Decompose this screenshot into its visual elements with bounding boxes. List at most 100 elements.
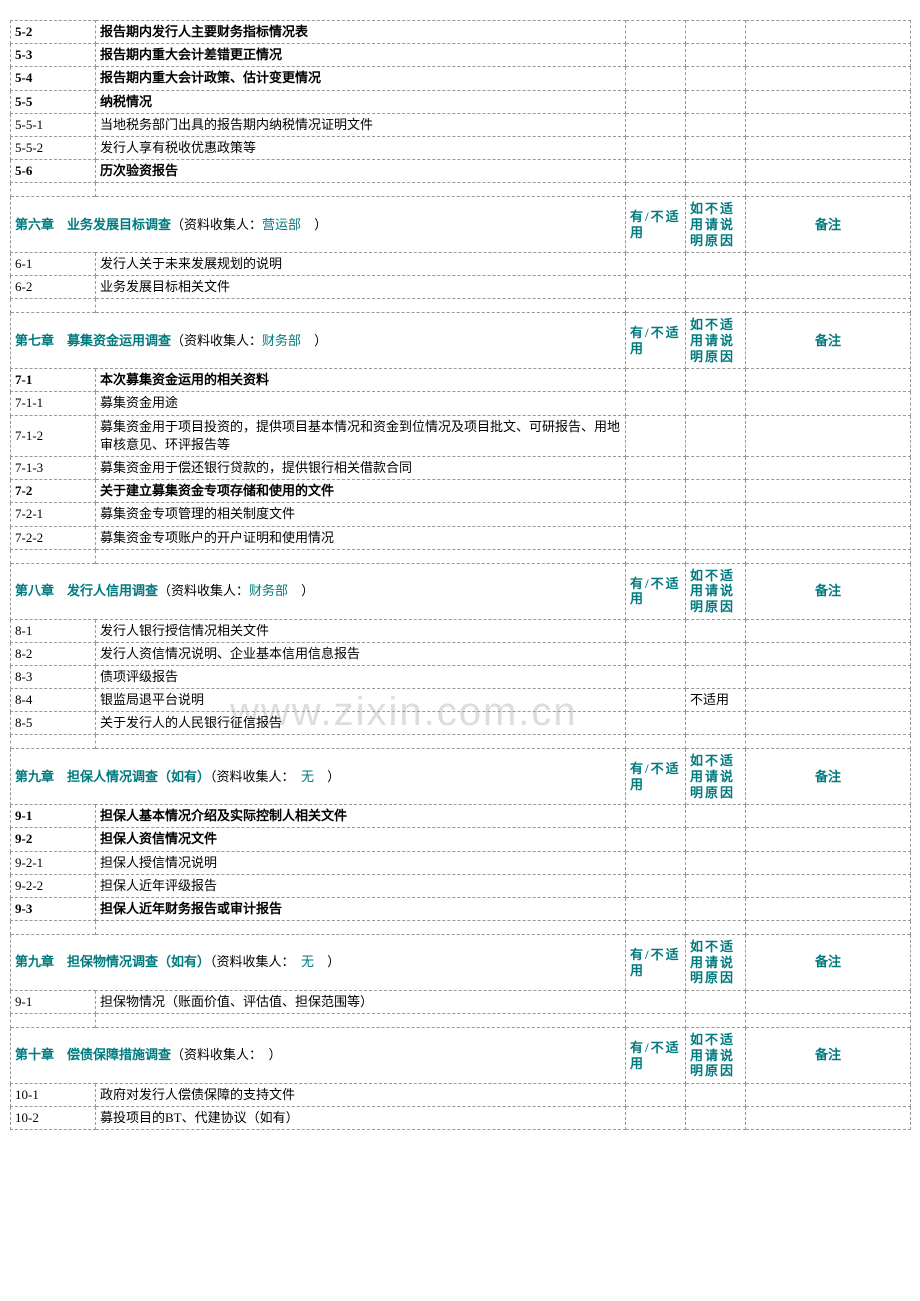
row-code: 5-3	[11, 44, 96, 67]
row-title: 募集资金用途	[96, 392, 626, 415]
chapter-number: 第七章	[15, 333, 67, 348]
chapter-title-cell: 第九章 担保物情况调查（如有）（资料收集人： 无 ）	[11, 935, 626, 991]
row-code: 10-2	[11, 1107, 96, 1130]
row-avail	[626, 851, 686, 874]
row-title: 报告期内发行人主要财务指标情况表	[96, 21, 626, 44]
row-avail	[626, 828, 686, 851]
chapter-number: 第九章	[15, 954, 67, 969]
chapter-title: 担保人情况调查（如有）	[67, 769, 210, 784]
chapter-title: 募集资金运用调查	[67, 333, 171, 348]
row-avail	[626, 619, 686, 642]
chapter-header: 第九章 担保物情况调查（如有）（资料收集人： 无 ）有/不适用如不适用请说明原因…	[11, 935, 911, 991]
spacer-row	[11, 921, 911, 935]
row-code: 7-1-3	[11, 457, 96, 480]
table-row: 9-2-1担保人授信情况说明	[11, 851, 911, 874]
row-avail	[626, 503, 686, 526]
row-code: 9-2-1	[11, 851, 96, 874]
row-code: 5-5-2	[11, 136, 96, 159]
row-avail	[626, 44, 686, 67]
table-row: 7-1-2募集资金用于项目投资的，提供项目基本情况和资金到位情况及项目批文、可研…	[11, 415, 911, 456]
row-avail	[626, 480, 686, 503]
header-reason: 如不适用请说明原因	[686, 197, 746, 253]
table-row: 5-3报告期内重大会计差错更正情况	[11, 44, 911, 67]
row-avail	[626, 1083, 686, 1106]
row-remark	[746, 526, 911, 549]
row-code: 9-1	[11, 990, 96, 1013]
row-code: 7-2-1	[11, 503, 96, 526]
header-avail: 有/不适用	[626, 1028, 686, 1084]
row-avail	[626, 874, 686, 897]
row-remark	[746, 253, 911, 276]
row-title: 本次募集资金运用的相关资料	[96, 369, 626, 392]
row-avail	[626, 526, 686, 549]
chapter-number: 第十章	[15, 1047, 67, 1062]
table-row: 5-2报告期内发行人主要财务指标情况表	[11, 21, 911, 44]
row-title: 报告期内重大会计差错更正情况	[96, 44, 626, 67]
table-row: 7-2-1募集资金专项管理的相关制度文件	[11, 503, 911, 526]
row-remark	[746, 90, 911, 113]
row-avail	[626, 67, 686, 90]
header-remark: 备注	[746, 935, 911, 991]
row-avail	[626, 113, 686, 136]
header-remark: 备注	[746, 1028, 911, 1084]
row-avail	[626, 253, 686, 276]
row-remark	[746, 480, 911, 503]
table-row: 10-1政府对发行人偿债保障的支持文件	[11, 1083, 911, 1106]
header-reason: 如不适用请说明原因	[686, 313, 746, 369]
row-avail	[626, 90, 686, 113]
row-code: 7-1-1	[11, 392, 96, 415]
row-avail	[626, 1107, 686, 1130]
row-code: 5-6	[11, 160, 96, 183]
row-title: 历次验资报告	[96, 160, 626, 183]
row-avail	[626, 160, 686, 183]
header-reason: 如不适用请说明原因	[686, 749, 746, 805]
row-avail	[626, 805, 686, 828]
row-reason	[686, 990, 746, 1013]
row-remark	[746, 1107, 911, 1130]
header-avail: 有/不适用	[626, 935, 686, 991]
table-row: 9-2担保人资信情况文件	[11, 828, 911, 851]
chapter-title: 担保物情况调查（如有）	[67, 954, 210, 969]
row-title: 关于建立募集资金专项存储和使用的文件	[96, 480, 626, 503]
chapter-title: 偿债保障措施调查	[67, 1047, 171, 1062]
row-title: 发行人享有税收优惠政策等	[96, 136, 626, 159]
row-title: 报告期内重大会计政策、估计变更情况	[96, 67, 626, 90]
spacer-row	[11, 549, 911, 563]
header-remark: 备注	[746, 313, 911, 369]
row-code: 8-1	[11, 619, 96, 642]
chapter-title-cell: 第十章 偿债保障措施调查（资料收集人： ）	[11, 1028, 626, 1084]
collector-label: （资料收集人：营运部 ）	[171, 217, 327, 232]
row-code: 10-1	[11, 1083, 96, 1106]
row-title: 担保物情况（账面价值、评估值、担保范围等）	[96, 990, 626, 1013]
row-remark	[746, 828, 911, 851]
row-reason	[686, 160, 746, 183]
row-reason	[686, 276, 746, 299]
row-code: 9-1	[11, 805, 96, 828]
row-code: 6-1	[11, 253, 96, 276]
chapter-title-cell: 第七章 募集资金运用调查（资料收集人：财务部 ）	[11, 313, 626, 369]
row-avail	[626, 898, 686, 921]
chapter-title-cell: 第八章 发行人信用调查（资料收集人：财务部 ）	[11, 563, 626, 619]
row-reason	[686, 851, 746, 874]
table-row: 5-4报告期内重大会计政策、估计变更情况	[11, 67, 911, 90]
table-row: 8-4银监局退平台说明不适用	[11, 689, 911, 712]
row-reason	[686, 665, 746, 688]
row-remark	[746, 851, 911, 874]
row-code: 8-2	[11, 642, 96, 665]
chapter-title-cell: 第九章 担保人情况调查（如有）（资料收集人： 无 ）	[11, 749, 626, 805]
row-title: 关于发行人的人民银行征信报告	[96, 712, 626, 735]
table-row: 6-2业务发展目标相关文件	[11, 276, 911, 299]
row-remark	[746, 642, 911, 665]
table-row: 7-1本次募集资金运用的相关资料	[11, 369, 911, 392]
row-remark	[746, 276, 911, 299]
collector-label: （资料收集人： ）	[171, 1047, 282, 1062]
row-code: 5-5	[11, 90, 96, 113]
row-avail	[626, 276, 686, 299]
row-remark	[746, 805, 911, 828]
row-remark	[746, 369, 911, 392]
row-title: 发行人资信情况说明、企业基本信用信息报告	[96, 642, 626, 665]
row-code: 7-2	[11, 480, 96, 503]
row-title: 募集资金用于项目投资的，提供项目基本情况和资金到位情况及项目批文、可研报告、用地…	[96, 415, 626, 456]
row-title: 债项评级报告	[96, 665, 626, 688]
row-remark	[746, 160, 911, 183]
